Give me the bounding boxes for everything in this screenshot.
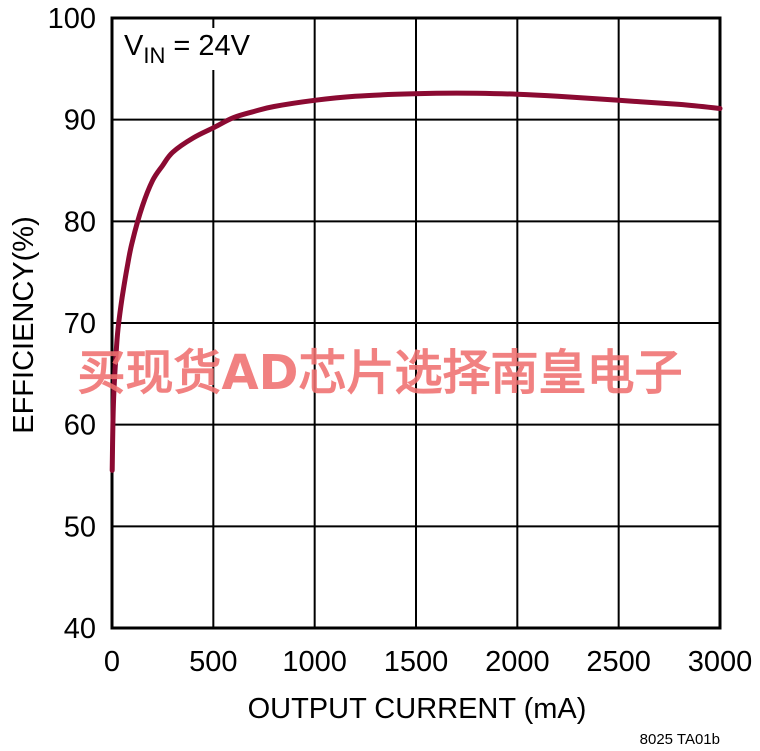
y-tick-label: 60: [64, 410, 96, 442]
plot-frame: [110, 16, 722, 630]
x-axis-title: OUTPUT CURRENT (mA): [248, 693, 587, 725]
grid: [111, 17, 721, 629]
figure-id: 8025 TA01b: [639, 731, 720, 748]
vin-annotation: VIN = 24V: [124, 30, 251, 68]
x-tick-label: 1000: [282, 646, 347, 678]
x-tick-label: 2000: [485, 646, 550, 678]
annotation-rest: = 24V: [165, 30, 250, 62]
y-tick-label: 50: [64, 511, 96, 543]
x-tick-label: 500: [189, 646, 237, 678]
y-tick-label: 40: [64, 613, 96, 645]
y-tick-label: 80: [64, 206, 96, 238]
y-axis-title: EFFICIENCY(%): [8, 216, 40, 434]
efficiency-curve: [109, 90, 723, 473]
tick-labels: 0 500 1000 1500 2000 2500 3000 40 50 60 70 80 90 100: [48, 3, 753, 678]
y-tick-label: 90: [64, 105, 96, 137]
x-tick-label: 0: [104, 646, 120, 678]
annotation-subscript: IN: [143, 43, 165, 68]
x-tick-label: 2500: [586, 646, 651, 678]
watermark-text: 买现货AD芯片选择南皇电子: [77, 345, 683, 401]
x-tick-label: 1500: [384, 646, 449, 678]
y-tick-label: 70: [64, 308, 96, 340]
y-tick-label: 100: [48, 3, 96, 35]
x-tick-label: 3000: [688, 646, 753, 678]
annotation-main: V: [124, 30, 144, 62]
annotation-background: [118, 28, 257, 70]
